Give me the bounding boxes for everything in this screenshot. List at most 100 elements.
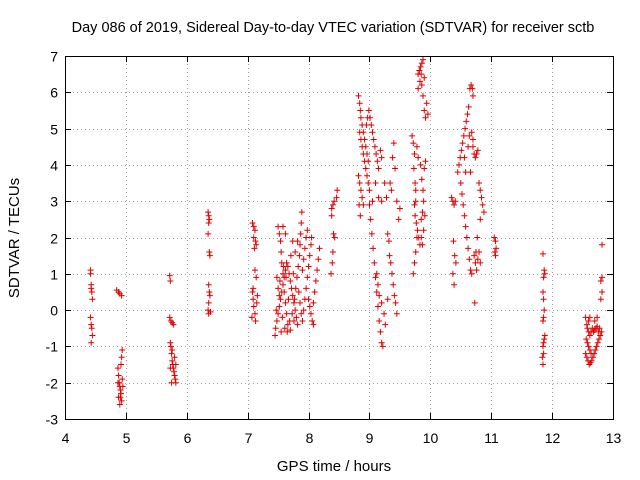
data-point <box>316 245 323 252</box>
x-tick-label: 11 <box>484 430 499 446</box>
data-point <box>415 85 422 92</box>
data-point <box>294 321 301 328</box>
data-point <box>205 230 212 237</box>
data-point <box>393 310 400 317</box>
data-point <box>459 140 466 147</box>
data-point <box>375 165 382 172</box>
data-point <box>452 198 459 205</box>
data-point <box>455 161 462 168</box>
data-point <box>594 314 601 321</box>
data-point <box>478 194 485 201</box>
y-tick-label: 1 <box>50 267 58 283</box>
data-point <box>361 158 368 165</box>
data-point <box>282 299 289 306</box>
data-point <box>454 169 461 176</box>
data-point <box>388 187 395 194</box>
data-point <box>307 241 314 248</box>
data-point <box>539 343 546 350</box>
data-point <box>272 325 279 332</box>
data-point <box>370 136 377 143</box>
data-point <box>169 357 176 364</box>
data-point <box>357 107 364 114</box>
data-point <box>410 140 417 147</box>
data-point <box>273 317 280 324</box>
data-point <box>450 238 457 245</box>
data-point <box>279 281 286 288</box>
data-point <box>284 321 291 328</box>
data-point <box>594 339 601 346</box>
data-point <box>248 314 255 321</box>
data-point <box>384 296 391 303</box>
data-point <box>289 238 296 245</box>
data-point <box>114 379 121 386</box>
data-point <box>356 180 363 187</box>
data-point <box>375 194 382 201</box>
data-point <box>329 249 336 256</box>
data-point <box>205 219 212 226</box>
data-point <box>418 234 425 241</box>
data-point <box>299 317 306 324</box>
data-point <box>119 347 126 354</box>
data-point <box>422 158 429 165</box>
data-point <box>461 212 468 219</box>
data-point <box>330 230 337 237</box>
chart-title: Day 086 of 2019, Sidereal Day-to-day VTE… <box>72 20 595 36</box>
data-point <box>412 249 419 256</box>
data-point <box>421 74 428 81</box>
data-point <box>540 274 547 281</box>
data-point <box>539 317 546 324</box>
data-point <box>365 107 372 114</box>
data-point <box>356 100 363 107</box>
data-point <box>310 299 317 306</box>
data-point <box>253 274 260 281</box>
data-point <box>467 267 474 274</box>
data-point <box>474 234 481 241</box>
data-point <box>389 154 396 161</box>
data-point <box>588 350 595 357</box>
axis-ticks <box>65 56 614 420</box>
data-point <box>328 205 335 212</box>
data-point <box>378 198 385 205</box>
data-point <box>395 216 402 223</box>
data-point <box>291 296 298 303</box>
data-point <box>460 201 467 208</box>
data-point <box>372 274 379 281</box>
data-point <box>87 270 94 277</box>
data-point <box>117 394 124 401</box>
data-point <box>206 249 213 256</box>
data-point <box>280 263 287 270</box>
data-point <box>283 310 290 317</box>
data-point <box>379 343 386 350</box>
data-point <box>469 92 476 99</box>
data-point <box>253 299 260 306</box>
data-point <box>377 328 384 335</box>
plot-frame <box>65 56 614 420</box>
data-point <box>449 270 456 277</box>
data-point <box>299 267 306 274</box>
data-point <box>281 288 288 295</box>
data-point <box>541 307 548 314</box>
y-tick-label: 5 <box>50 122 58 138</box>
data-point <box>282 267 289 274</box>
data-point <box>360 151 367 158</box>
data-point <box>418 60 425 67</box>
data-point <box>373 288 380 295</box>
data-point <box>252 317 259 324</box>
data-point <box>420 56 427 63</box>
data-point <box>419 241 426 248</box>
data-point <box>292 307 299 314</box>
data-point <box>334 187 341 194</box>
data-point <box>597 332 604 339</box>
data-point <box>305 263 312 270</box>
x-tick-label: 9 <box>366 430 374 446</box>
data-point <box>588 357 595 364</box>
y-tick-labels: -3 -2 -1 0 1 2 3 4 5 6 7 <box>46 49 59 428</box>
data-point <box>466 256 473 263</box>
data-point <box>89 332 96 339</box>
data-point <box>452 259 459 266</box>
data-point <box>287 252 294 259</box>
data-point <box>207 308 214 315</box>
data-point <box>367 216 374 223</box>
data-point <box>370 245 377 252</box>
data-point <box>328 270 335 277</box>
